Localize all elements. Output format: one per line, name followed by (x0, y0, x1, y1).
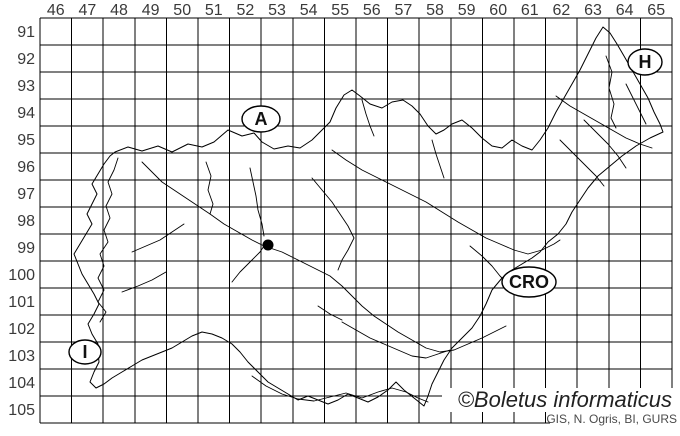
slovenia-map-art (73, 26, 664, 407)
country-labels: A H CRO I (68, 48, 663, 365)
river-pesnica (559, 139, 605, 187)
river-meza (361, 99, 375, 137)
river-drava (331, 149, 561, 255)
river-ledava (605, 55, 617, 129)
col-label-47: 47 (79, 2, 97, 19)
row-label-100: 100 (8, 267, 35, 284)
col-label-54: 54 (300, 2, 318, 19)
river-sava-upper (141, 161, 265, 247)
col-label-49: 49 (142, 2, 160, 19)
col-label-63: 63 (584, 2, 602, 19)
river-kolpa (251, 375, 429, 403)
country-text-austria: A (255, 109, 268, 129)
col-label-60: 60 (489, 2, 507, 19)
river-scavnica (583, 119, 627, 169)
row-label-102: 102 (8, 321, 35, 338)
river-idrijca (131, 223, 185, 253)
row-label-101: 101 (8, 294, 35, 311)
row-label-95: 95 (17, 132, 35, 149)
row-label-93: 93 (17, 78, 35, 95)
row-label-105: 105 (8, 402, 35, 419)
col-label-58: 58 (426, 2, 444, 19)
river-ljubljanica (231, 245, 265, 283)
brand-attribution-text: ©Boletus informaticus (458, 387, 672, 412)
col-label-57: 57 (395, 2, 413, 19)
river-krka (341, 321, 451, 359)
grid-lines (39, 17, 673, 424)
country-text-hungary: H (639, 52, 652, 72)
col-label-53: 53 (268, 2, 286, 19)
row-label-91: 91 (17, 24, 35, 41)
river-mirna (317, 305, 343, 321)
country-text-italy: I (82, 342, 87, 362)
country-label-austria: A (241, 105, 281, 133)
country-ellipse-austria (241, 105, 281, 133)
row-label-98: 98 (17, 213, 35, 230)
occurrence-points (262, 239, 274, 251)
row-label-94: 94 (17, 105, 35, 122)
col-label-48: 48 (110, 2, 128, 19)
country-text-croatia: CRO (509, 272, 549, 292)
attribution: ©Boletus informaticus GIS, N. Ogris, BI,… (442, 387, 680, 427)
row-label-104: 104 (8, 375, 35, 392)
col-label-52: 52 (237, 2, 255, 19)
slovenia-border-outline (73, 26, 664, 407)
row-label-97: 97 (17, 186, 35, 203)
river-kokra (205, 161, 214, 215)
country-label-italy: I (68, 339, 102, 365)
river-sava-lower (263, 245, 507, 353)
river-kamniska-bistrica (249, 167, 265, 237)
row-label-96: 96 (17, 159, 35, 176)
country-ellipse-italy (68, 339, 102, 365)
river-mislinja (431, 139, 445, 179)
col-label-65: 65 (647, 2, 665, 19)
col-label-62: 62 (553, 2, 571, 19)
brand-label-background (442, 388, 676, 412)
col-label-61: 61 (521, 2, 539, 19)
col-label-59: 59 (458, 2, 476, 19)
river-savinja (311, 177, 355, 271)
row-label-92: 92 (17, 51, 35, 68)
river-velika-krka (625, 83, 647, 125)
country-ellipse-hungary (627, 48, 663, 76)
col-label-51: 51 (205, 2, 223, 19)
country-label-croatia: CRO (501, 266, 557, 298)
country-ellipse-croatia (501, 266, 557, 298)
col-label-50: 50 (173, 2, 191, 19)
river-vipava (121, 271, 167, 293)
col-label-46: 46 (47, 2, 65, 19)
col-label-64: 64 (616, 2, 634, 19)
country-label-hungary: H (627, 48, 663, 76)
grid-axis-labels: 46 47 48 49 50 51 52 53 54 55 56 57 58 59 60 61 62 63 64 65… (8, 2, 665, 419)
source-attribution-text: GIS, N. Ogris, BI, GURS (546, 412, 677, 426)
row-label-99: 99 (17, 240, 35, 257)
river-mura (555, 95, 653, 149)
col-label-55: 55 (331, 2, 349, 19)
source-label-background (550, 410, 680, 427)
occurrence-dot-53-99[interactable] (262, 239, 274, 251)
river-soca (97, 157, 119, 323)
row-label-103: 103 (8, 348, 35, 365)
col-label-56: 56 (363, 2, 381, 19)
